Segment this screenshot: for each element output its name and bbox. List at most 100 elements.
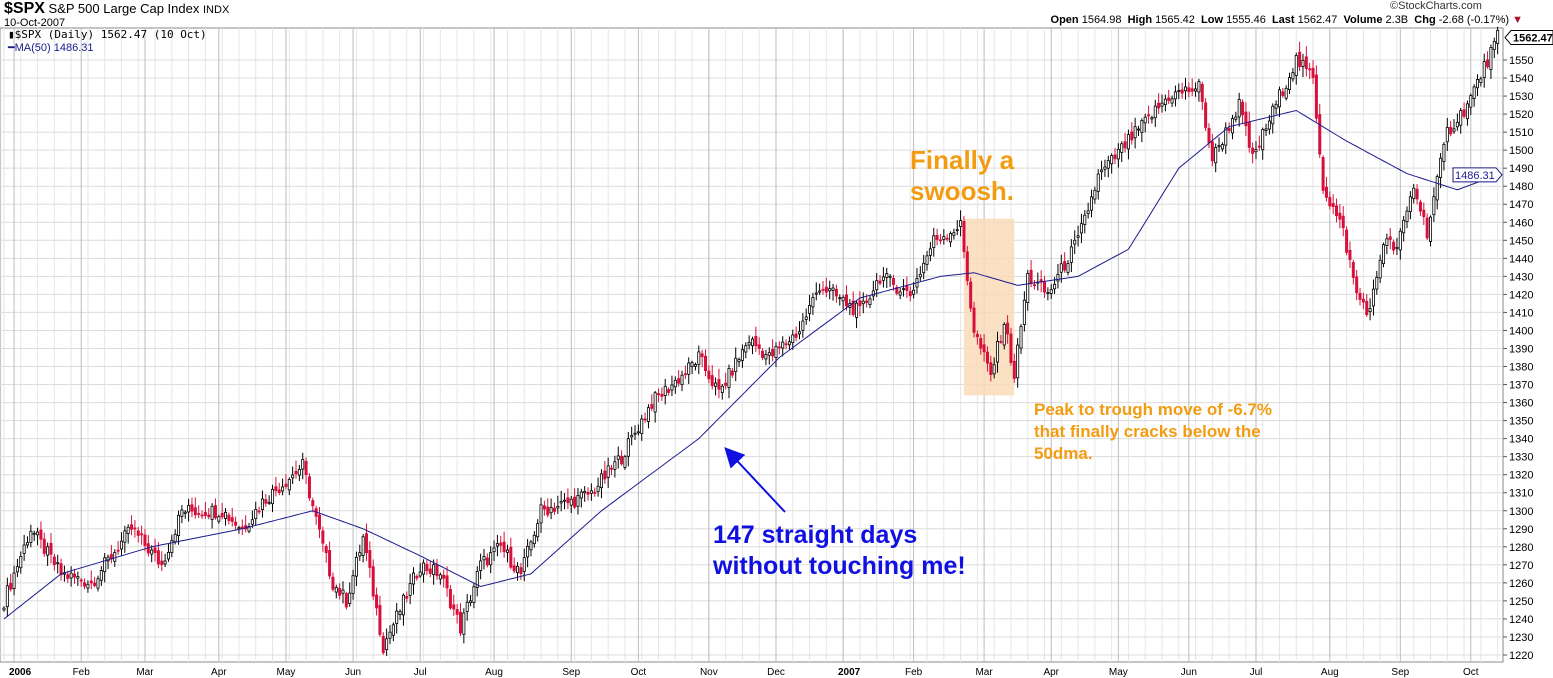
candle-up xyxy=(1398,230,1402,251)
candle-down xyxy=(324,546,328,554)
candle-down xyxy=(381,635,385,654)
x-tick-label: Mar xyxy=(975,667,993,678)
candle-down xyxy=(435,564,439,577)
x-tick-label: May xyxy=(1109,667,1128,678)
candle-up xyxy=(1455,121,1459,128)
candle-up xyxy=(36,531,40,536)
candle-up xyxy=(1069,246,1073,263)
candle-up xyxy=(902,288,906,291)
candle-up xyxy=(522,557,526,572)
candle-up xyxy=(616,455,620,460)
candle-up xyxy=(183,511,187,514)
candle-up xyxy=(653,392,657,413)
y-tick-label: 1360 xyxy=(1509,398,1533,410)
candle-down xyxy=(485,557,489,566)
candle-down xyxy=(1204,102,1208,128)
y-tick-label: 1540 xyxy=(1509,73,1533,85)
candle-up xyxy=(579,491,583,499)
candle-up xyxy=(1445,127,1449,143)
index-name: S&P 500 Large Cap Index xyxy=(48,1,200,16)
candle-up xyxy=(438,574,442,580)
candle-up xyxy=(734,357,738,372)
y-tick-label: 1530 xyxy=(1509,91,1533,103)
candle-down xyxy=(371,566,375,597)
candle-down xyxy=(190,504,194,512)
candle-up xyxy=(841,296,845,302)
candle-down xyxy=(935,235,939,240)
candle-up xyxy=(15,566,19,573)
candle-up xyxy=(744,345,748,353)
chg-value: -2.68 (-0.17%) xyxy=(1438,14,1510,26)
candle-up xyxy=(1254,149,1258,153)
candle-down xyxy=(1422,209,1426,218)
candle-down xyxy=(1210,141,1214,162)
candle-up xyxy=(1173,91,1177,100)
y-tick-label: 1250 xyxy=(1509,596,1533,608)
candle-up xyxy=(1435,176,1439,201)
candle-down xyxy=(650,404,654,409)
peak-annotation: Peak to trough move of -6.7% that finall… xyxy=(1034,400,1273,463)
candle-down xyxy=(771,349,775,357)
days-annotation: 147 straight days without touching me! xyxy=(713,521,966,580)
candle-up xyxy=(613,461,617,470)
candle-up xyxy=(626,438,630,457)
candle-up xyxy=(297,469,301,476)
candle-up xyxy=(247,526,251,532)
candle-down xyxy=(156,550,160,565)
candle-down xyxy=(42,538,46,554)
y-tick-label: 1420 xyxy=(1509,289,1533,301)
candle-up xyxy=(526,545,530,558)
candle-up xyxy=(1100,169,1104,173)
candle-up xyxy=(391,624,395,636)
candle-up xyxy=(751,338,755,347)
y-tick-label: 1520 xyxy=(1509,109,1533,121)
candle-down xyxy=(294,470,298,475)
candle-up xyxy=(1469,95,1473,108)
candle-up xyxy=(1177,90,1181,92)
candle-up xyxy=(942,236,946,240)
candle-up xyxy=(693,364,697,367)
candle-down xyxy=(1338,212,1342,220)
candle-down xyxy=(1113,154,1117,160)
candle-down xyxy=(9,582,13,590)
ma50-line xyxy=(3,109,1498,620)
candle-up xyxy=(1237,98,1241,118)
candle-up xyxy=(1066,263,1070,273)
candle-down xyxy=(710,375,714,387)
candle-up xyxy=(46,546,50,556)
legend-price: ▮$SPX (Daily) 1562.47 (10 Oct) xyxy=(8,29,207,41)
candle-up xyxy=(1083,214,1087,225)
candle-down xyxy=(1365,300,1369,316)
candle-up xyxy=(583,490,587,494)
candle-up xyxy=(1002,324,1006,346)
candle-up xyxy=(881,276,885,281)
candle-down xyxy=(724,382,728,386)
candle-down xyxy=(834,288,838,297)
candle-up xyxy=(764,354,768,360)
candle-down xyxy=(79,579,83,582)
candle-down xyxy=(1311,67,1315,78)
candle-up xyxy=(505,549,509,553)
candle-up xyxy=(1073,239,1077,245)
candle-up xyxy=(495,543,499,547)
candle-down xyxy=(1200,83,1204,102)
candle-up xyxy=(385,638,389,651)
candle-down xyxy=(1043,281,1047,293)
candle-up xyxy=(1150,117,1154,120)
candle-up xyxy=(19,556,23,569)
candle-down xyxy=(133,527,137,530)
candle-down xyxy=(610,467,614,470)
candle-up xyxy=(1120,143,1124,153)
candle-down xyxy=(603,470,607,480)
candle-up xyxy=(898,291,902,296)
candle-up xyxy=(287,479,291,491)
candle-up xyxy=(1284,87,1288,99)
candle-up xyxy=(680,374,684,386)
candle-up xyxy=(539,504,543,524)
candle-up xyxy=(536,523,540,538)
low-value: 1555.46 xyxy=(1226,14,1266,26)
candle-up xyxy=(888,275,892,278)
candle-up xyxy=(576,495,580,507)
candle-up xyxy=(492,547,496,553)
